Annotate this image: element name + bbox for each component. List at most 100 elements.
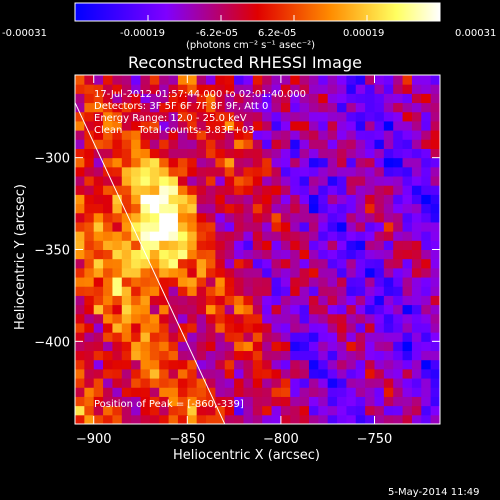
heatmap-cell [308,93,319,104]
heatmap-cell [299,221,310,232]
heatmap-cell [75,194,85,205]
heatmap-cell [355,157,366,168]
heatmap-cell [187,277,198,287]
heatmap-cell [327,93,338,104]
heatmap-cell [93,157,104,168]
heatmap-cell [393,139,404,149]
y-tick-label: −300 [34,152,70,167]
heatmap-cell [196,148,207,159]
heatmap-cell [337,267,347,278]
heatmap-cell [112,368,123,379]
heatmap-cell [383,295,394,306]
heatmap-cell [131,93,142,104]
heatmap-cell [187,120,198,131]
heatmap-cell [103,322,113,333]
heatmap-cell [243,185,254,195]
heatmap-cell [383,203,394,214]
heatmap-cell [159,240,170,250]
heatmap-cell [168,295,179,306]
heatmap-cell [393,313,404,324]
heatmap-cell [327,258,338,269]
heatmap-cell [187,75,198,85]
heatmap-cell [355,75,366,85]
heatmap-cell [355,350,366,361]
heatmap-cell [206,194,216,205]
heatmap-cell [93,203,104,214]
heatmap-cell [206,240,216,250]
heatmap-cell [252,120,263,131]
heatmap-cell [271,322,282,333]
heatmap-cell [365,84,375,94]
heatmap-cell [290,341,301,352]
heatmap-cell [318,341,329,352]
heatmap-cell [121,304,132,315]
heatmap-cell [430,130,440,140]
heatmap-cell [224,212,235,223]
heatmap-cell [411,341,422,352]
heatmap-cell [93,185,104,195]
heatmap-cell [168,313,179,324]
heatmap-cell [252,295,263,306]
heatmap-cell [318,387,329,397]
heatmap-cell [337,258,347,269]
heatmap-cell [430,120,440,131]
heatmap-cell [84,185,95,195]
heatmap-cell [402,304,413,315]
heatmap-cell [206,139,216,149]
heatmap-cell [327,332,338,342]
heatmap-cell [355,148,366,159]
heatmap-cell [84,130,95,140]
heatmap-cell [365,286,375,296]
heatmap-cell [393,368,404,379]
heatmap-cell [149,332,160,342]
heatmap-cell [374,212,385,223]
heatmap-cell [374,84,385,94]
heatmap-cell [271,304,282,315]
heatmap-cell [262,313,273,324]
heatmap-cell [308,185,319,195]
heatmap-cell [271,157,282,168]
heatmap-cell [280,313,291,324]
heatmap-cell [383,332,394,342]
heatmap-cell [252,221,263,232]
heatmap-cell [187,102,198,113]
heatmap-cell [318,396,329,407]
heatmap-cell [421,387,432,397]
heatmap-cell [365,249,375,260]
heatmap-cell [234,359,244,370]
heatmap-cell [430,203,440,214]
heatmap-cell [430,240,440,250]
heatmap-cell [121,221,132,232]
heatmap-cell [112,120,123,131]
heatmap-cell [280,102,291,113]
heatmap-cell [168,166,179,177]
heatmap-cell [177,240,188,250]
heatmap-cell [383,258,394,269]
heatmap-cell [383,157,394,168]
heatmap-cell [252,212,263,223]
heatmap-cell [93,249,104,260]
heatmap-cell [187,148,198,159]
heatmap-cell [112,267,123,278]
colorbar-gradient [74,2,441,22]
heatmap-cell [159,378,170,388]
heatmap-cell [177,295,188,306]
heatmap-cell [206,111,216,122]
heatmap-cell [234,111,244,122]
heatmap-cell [393,332,404,342]
heatmap-cell [252,341,263,352]
heatmap-cell [84,313,95,324]
heatmap-cell [234,84,244,94]
heatmap-cell [103,249,113,260]
heatmap-cell [243,231,254,241]
heatmap-cell [383,240,394,250]
heatmap-cell [131,295,142,306]
heatmap-cell [421,221,432,232]
heatmap-cell [299,130,310,140]
heatmap-cell [206,102,216,113]
heatmap-cell [243,120,254,131]
colorbar-tick-label-4: 0.00019 [343,28,384,39]
heatmap-cell [430,387,440,397]
heatmap-cell [196,313,207,324]
heatmap-cell [393,203,404,214]
